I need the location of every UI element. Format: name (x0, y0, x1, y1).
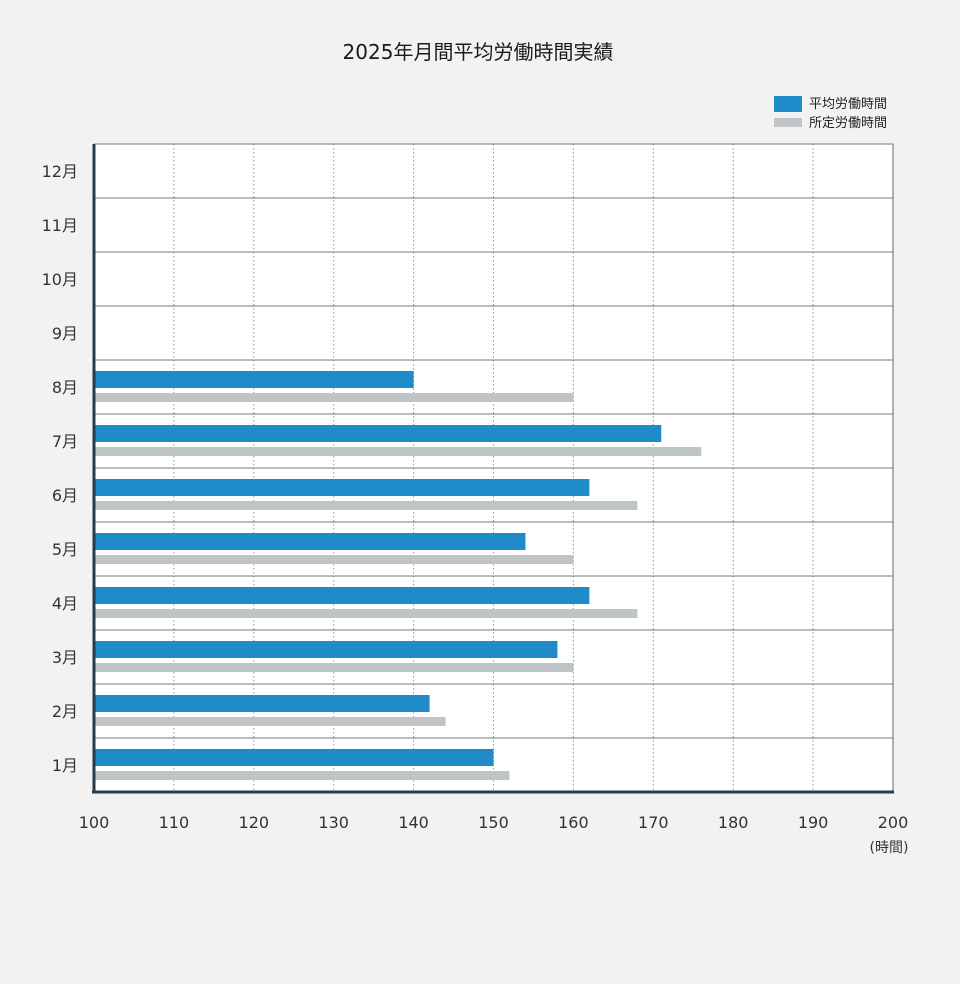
legend-label-scheduled: 所定労働時間 (809, 116, 887, 131)
chart-title: 2025年月間平均労働時間実績 (343, 40, 614, 64)
legend-swatch-average (774, 96, 802, 112)
bar-average (94, 641, 558, 658)
x-tick-label: 170 (638, 813, 669, 832)
bar-scheduled (94, 555, 574, 564)
legend: 平均労働時間 所定労働時間 (774, 96, 887, 131)
bars (94, 371, 702, 780)
y-tick-label: 9月 (52, 324, 78, 343)
bar-scheduled (94, 393, 574, 402)
y-tick-label: 4月 (52, 594, 78, 613)
grid (94, 143, 894, 792)
bar-scheduled (94, 663, 574, 672)
bar-average (94, 425, 662, 442)
bar-average (94, 749, 494, 766)
y-tick-label: 6月 (52, 486, 78, 505)
y-tick-label: 2月 (52, 702, 78, 721)
x-tick-label: 150 (478, 813, 509, 832)
y-tick-label: 8月 (52, 378, 78, 397)
y-tick-label: 12月 (42, 162, 78, 181)
x-tick-label: 200 (878, 813, 909, 832)
x-tick-label: 130 (318, 813, 349, 832)
x-tick-label: 120 (239, 813, 270, 832)
y-tick-label: 3月 (52, 648, 78, 667)
bar-scheduled (94, 447, 702, 456)
bar-average (94, 587, 590, 604)
bar-average (94, 533, 526, 550)
y-tick-label: 10月 (42, 270, 78, 289)
y-axis-ticks: 1月 2月 3月 4月 5月 6月 7月 8月 9月 10月 11月 12月 (42, 162, 78, 775)
bar-average (94, 695, 430, 712)
y-tick-label: 1月 (52, 756, 78, 775)
x-axis-unit: (時間) (870, 840, 909, 856)
bar-scheduled (94, 771, 510, 780)
bar-average (94, 479, 590, 496)
x-tick-label: 160 (558, 813, 589, 832)
y-tick-label: 7月 (52, 432, 78, 451)
x-tick-label: 140 (398, 813, 429, 832)
legend-label-average: 平均労働時間 (809, 97, 887, 112)
legend-swatch-scheduled (774, 118, 802, 127)
bar-scheduled (94, 609, 638, 618)
x-tick-label: 100 (79, 813, 110, 832)
y-tick-label: 11月 (42, 216, 78, 235)
x-tick-label: 110 (159, 813, 190, 832)
bar-scheduled (94, 717, 446, 726)
x-tick-label: 190 (798, 813, 829, 832)
bar-scheduled (94, 501, 638, 510)
bar-average (94, 371, 414, 388)
x-tick-label: 180 (718, 813, 749, 832)
y-tick-label: 5月 (52, 540, 78, 559)
x-axis-ticks: 100 110 120 130 140 150 160 170 180 190 200 (79, 813, 909, 832)
